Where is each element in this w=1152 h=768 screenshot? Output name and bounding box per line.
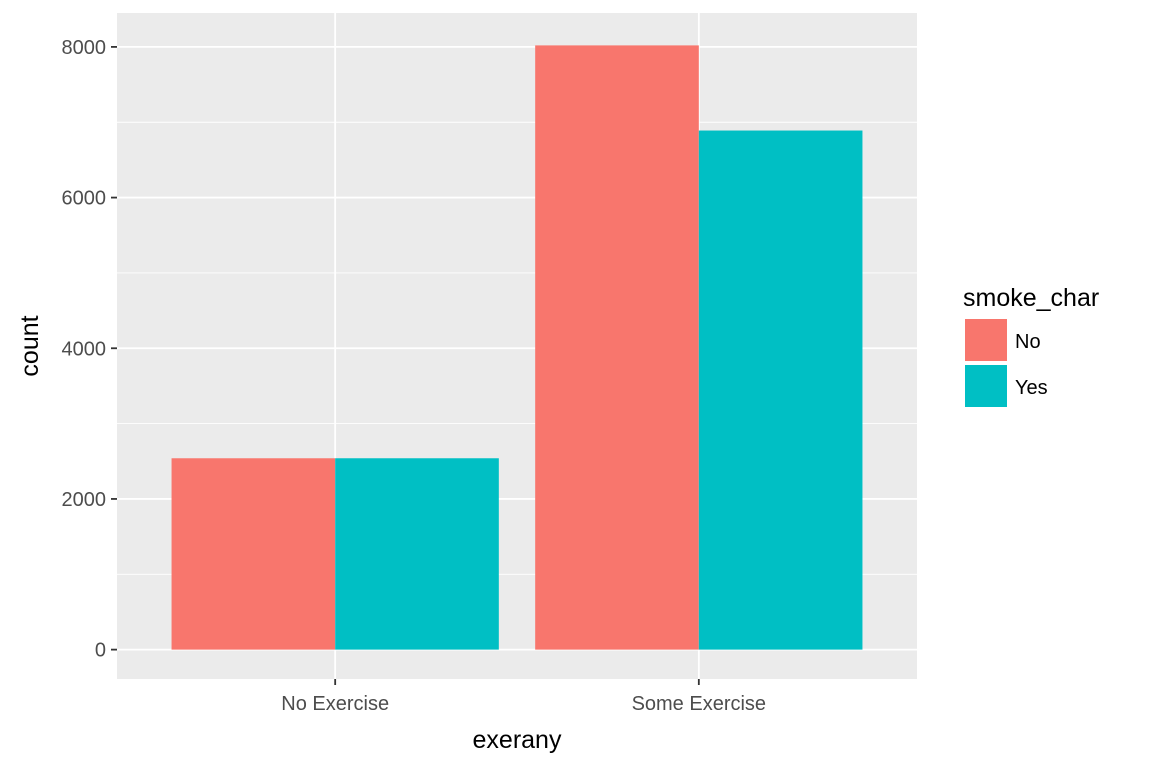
y-tick-label: 6000 bbox=[62, 188, 107, 210]
x-tick-label: Some Exercise bbox=[632, 693, 767, 715]
bar bbox=[698, 130, 863, 650]
legend-label: No bbox=[1015, 331, 1041, 353]
legend: smoke_char No Yes bbox=[963, 284, 1099, 407]
y-tick-label: 8000 bbox=[62, 37, 107, 59]
x-axis-title: exerany bbox=[473, 726, 562, 754]
y-axis: 0 2000 4000 6000 8000 bbox=[62, 37, 117, 662]
legend-key bbox=[965, 365, 1007, 407]
bars bbox=[171, 45, 863, 650]
x-tick-label: No Exercise bbox=[281, 693, 389, 715]
legend-key bbox=[965, 319, 1007, 361]
bar bbox=[535, 45, 699, 650]
y-tick-label: 4000 bbox=[62, 338, 107, 360]
bar bbox=[171, 458, 336, 650]
legend-title: smoke_char bbox=[963, 284, 1099, 312]
y-axis-title: count bbox=[16, 315, 44, 376]
y-tick-label: 2000 bbox=[62, 489, 107, 511]
x-axis: No Exercise Some Exercise bbox=[281, 679, 766, 715]
y-tick-label: 0 bbox=[95, 640, 106, 662]
legend-label: Yes bbox=[1015, 377, 1048, 399]
bar bbox=[335, 458, 499, 650]
